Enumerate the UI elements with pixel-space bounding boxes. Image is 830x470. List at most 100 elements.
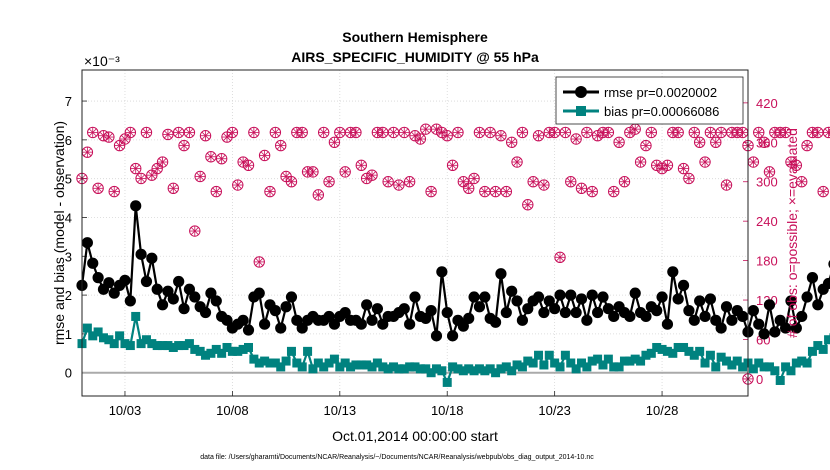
rmse-point [253, 287, 265, 299]
bias-point [560, 350, 570, 360]
bias-point [587, 356, 597, 366]
bias-point [313, 358, 323, 368]
bias-point [818, 344, 828, 354]
legend-rmse-label: rmse pr=0.0020002 [604, 85, 717, 100]
bias-point [227, 346, 237, 356]
bias-point [276, 362, 286, 372]
rmse-point [683, 305, 695, 317]
bias-point [254, 358, 264, 368]
obs-point [446, 159, 459, 172]
rmse-point [167, 293, 179, 305]
x-tick-label: 10/28 [646, 403, 679, 418]
rmse-point [565, 289, 577, 301]
bias-point [152, 341, 162, 351]
obs-point [81, 146, 94, 158]
obs-point [715, 126, 727, 139]
rmse-point [554, 289, 566, 301]
rmse-point [463, 312, 475, 324]
obs-point [763, 166, 776, 178]
rmse-point [404, 318, 416, 330]
obs-point [747, 156, 760, 168]
bias-point [389, 362, 399, 372]
rmse-point [361, 299, 373, 311]
rmse-point [592, 306, 604, 319]
rmse-point [586, 289, 598, 301]
bias-point [426, 368, 436, 378]
rmse-point [672, 293, 684, 305]
bias-point [174, 341, 184, 351]
bias-point [802, 358, 812, 368]
bias-point [555, 362, 565, 372]
rmse-point [822, 277, 830, 290]
bias-point [195, 346, 205, 356]
bias-point [308, 364, 318, 374]
obs-point [548, 126, 561, 139]
bias-point [120, 339, 130, 349]
obs-point [758, 136, 770, 148]
bias-point [265, 358, 275, 368]
rmse-point [688, 314, 700, 326]
obs-point [232, 179, 244, 191]
obs-point [194, 170, 206, 183]
bias-point [582, 362, 592, 372]
rmse-point [124, 295, 136, 307]
obs-point [672, 126, 684, 139]
obs-point [554, 251, 566, 264]
bias-point [378, 362, 388, 372]
obs-point [538, 179, 550, 191]
bias-point [367, 362, 377, 372]
obs-point [366, 169, 378, 181]
chart-subtitle: AIRS_SPECIFIC_HUMIDITY @ 55 hPa [291, 49, 539, 65]
rmse-point [570, 306, 582, 319]
bias-point [711, 362, 721, 372]
bias-point [797, 356, 807, 366]
bias-point [211, 344, 221, 354]
bias-point [93, 327, 103, 337]
bias-point [598, 360, 608, 370]
obs-point [489, 185, 502, 198]
obs-point [87, 126, 99, 139]
bias-point [754, 358, 764, 368]
y-tick-label: 6 [65, 133, 72, 148]
x-tick-label: 10/23 [538, 403, 571, 418]
obs-point [699, 156, 711, 168]
bias-point [281, 356, 291, 366]
obs-point [269, 126, 282, 139]
obs-point [640, 139, 652, 152]
obs-point [130, 162, 142, 175]
x-axis-label: Oct.01,2014 00:00:00 start [332, 428, 498, 444]
bias-point [244, 342, 253, 352]
rmse-point [430, 330, 443, 342]
rmse-point [473, 301, 486, 313]
obs-point [586, 185, 598, 198]
bias-point [270, 358, 280, 368]
obs-point [796, 176, 808, 188]
bias-point [104, 335, 114, 345]
bias-point [292, 358, 302, 368]
obs-point [570, 133, 582, 145]
bias-point [448, 362, 458, 372]
rmse-point [624, 310, 636, 323]
obs-point [693, 136, 706, 148]
obs-point [393, 179, 405, 191]
obs-point [661, 159, 674, 172]
bias-point [550, 358, 560, 368]
bias-point [512, 360, 522, 370]
bias-point [501, 362, 511, 372]
bias-point [689, 350, 699, 360]
axis-ticks: 10/03 10/08 10/13 10/18 10/23 10/280123456706… [65, 94, 778, 418]
rmse-point [704, 293, 717, 305]
rmse-point [532, 291, 545, 303]
obs-point [183, 126, 196, 139]
bias-point [786, 366, 796, 376]
obs-point [559, 126, 572, 139]
obs-point [602, 126, 615, 139]
obs-point [420, 123, 432, 135]
obs-point [425, 185, 437, 198]
bias-point [405, 362, 415, 372]
obs-point [618, 176, 631, 188]
bias-point [625, 356, 635, 366]
bias-point [507, 366, 517, 376]
obs-point [511, 156, 523, 168]
rmse-point [640, 310, 652, 323]
